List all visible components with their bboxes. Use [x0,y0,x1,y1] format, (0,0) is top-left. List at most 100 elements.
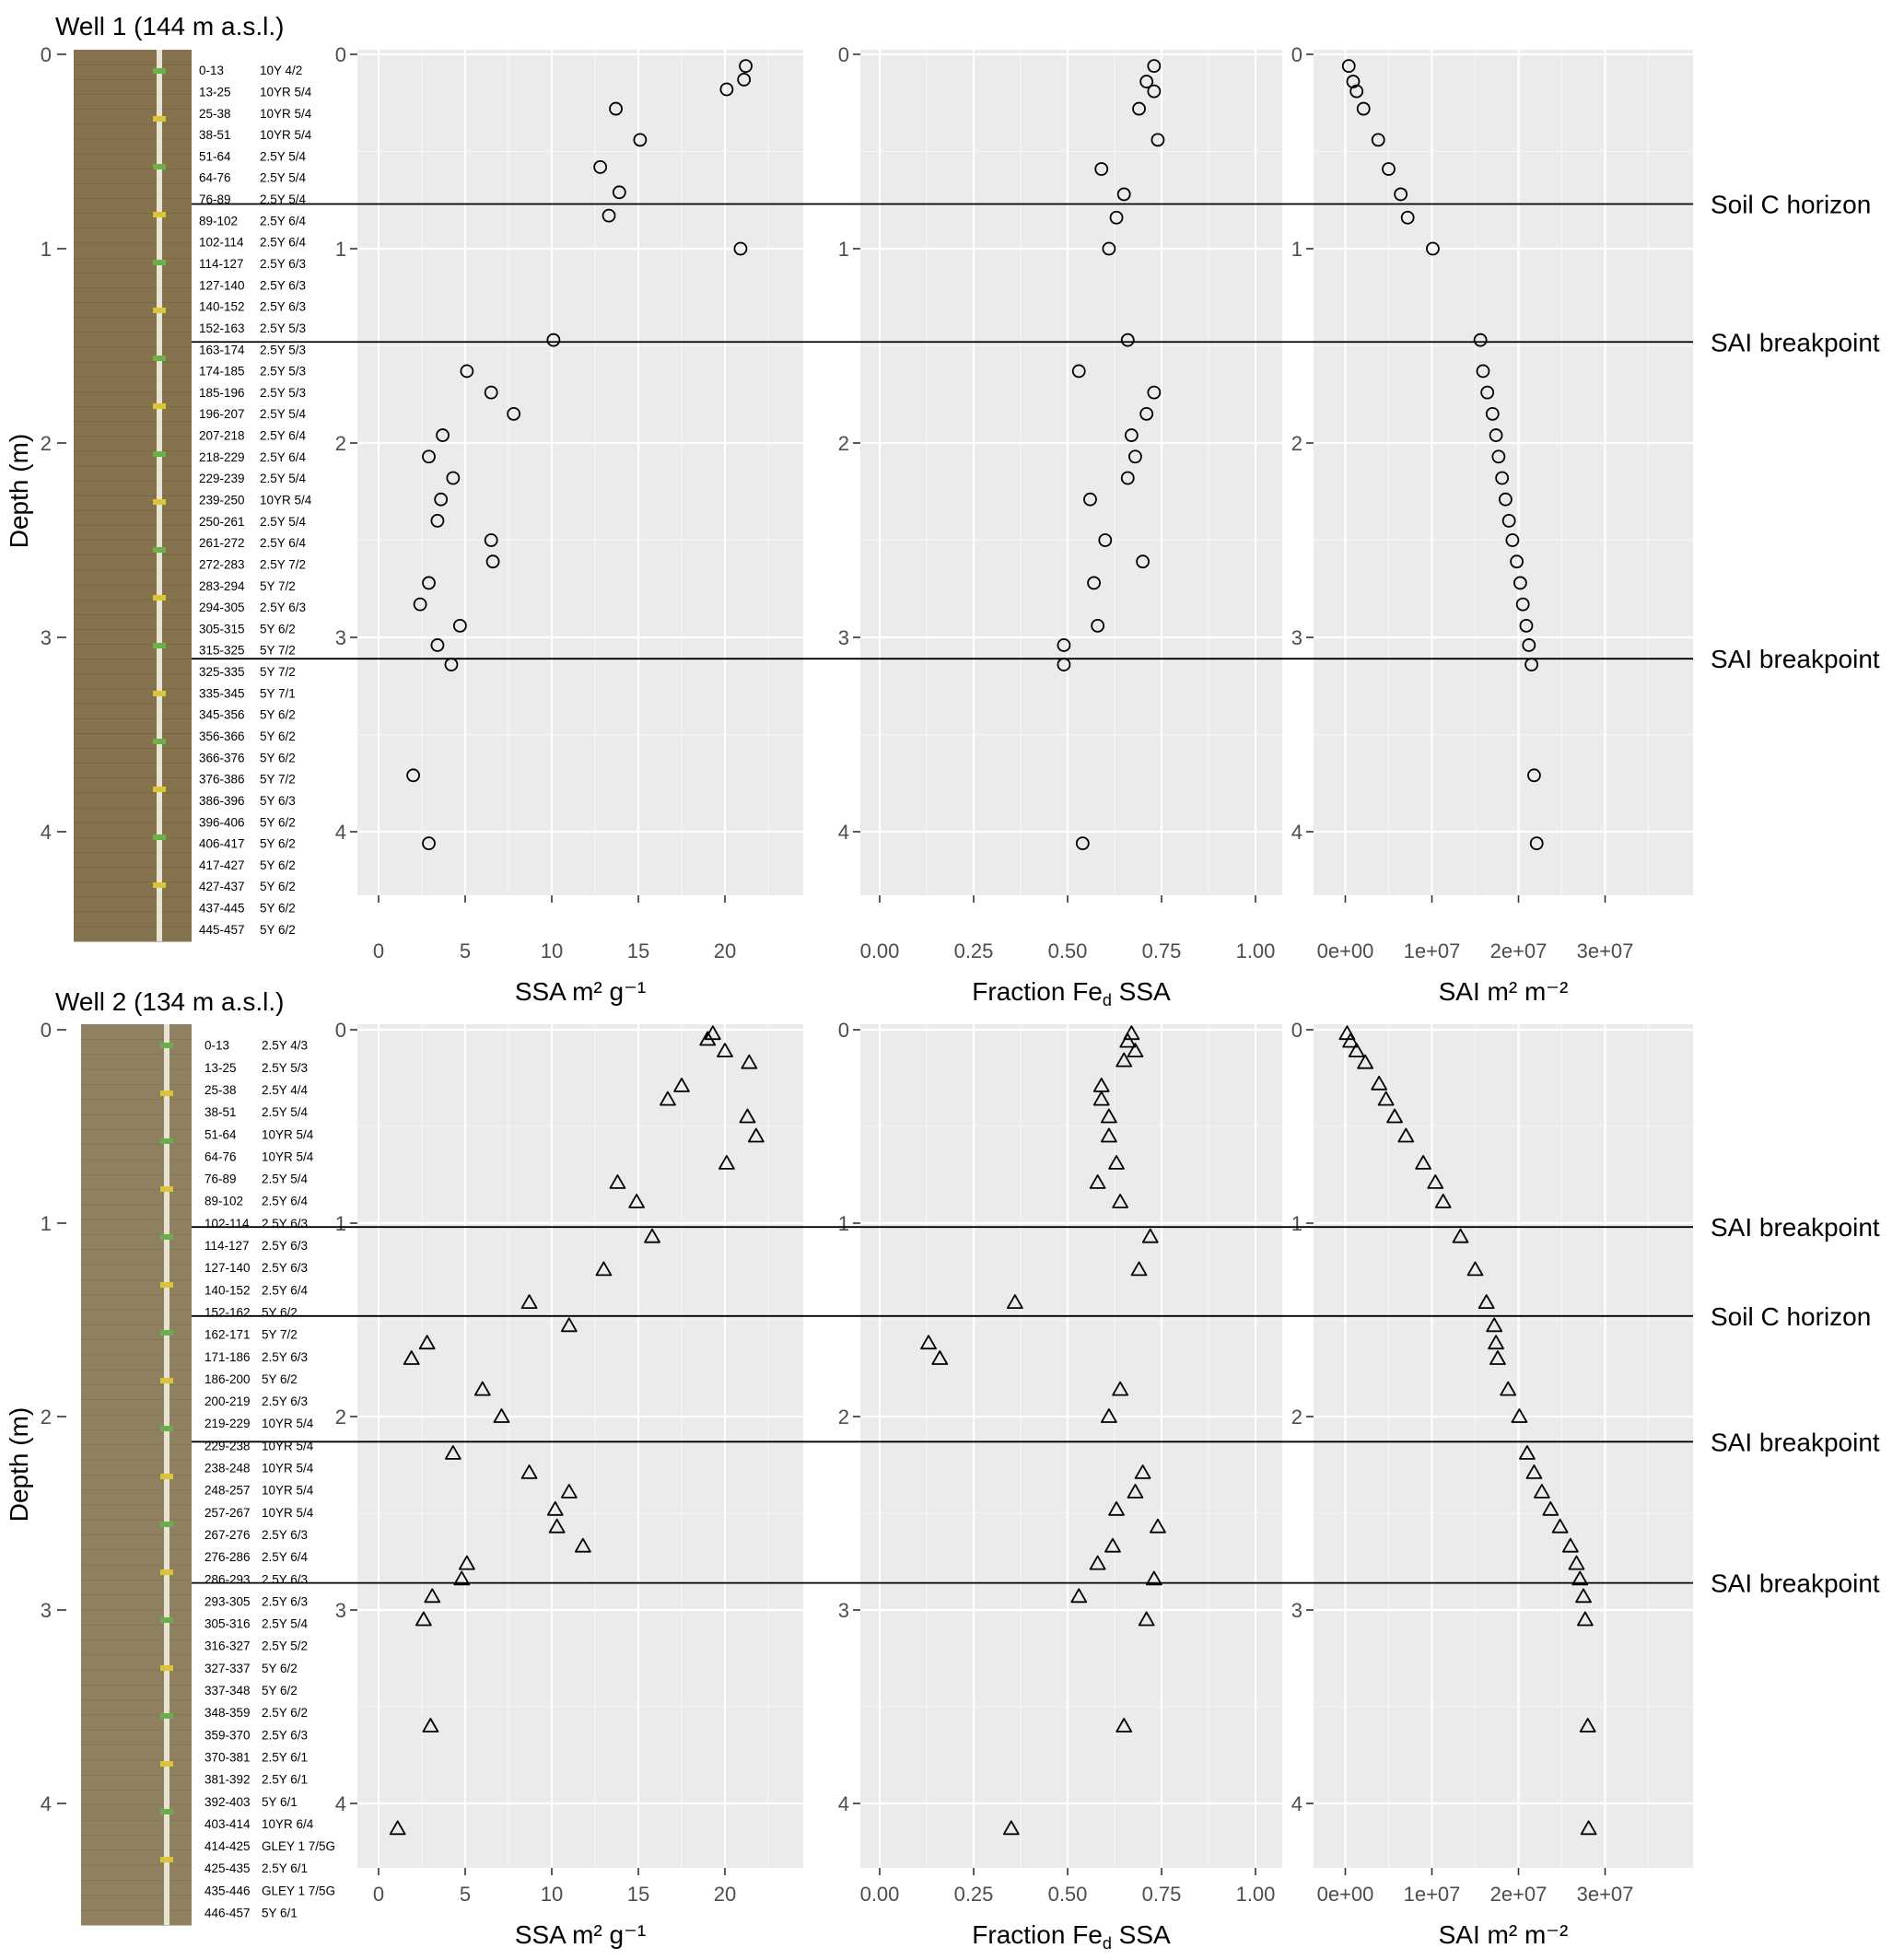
core-strip [74,599,192,615]
data-point [1092,1091,1110,1106]
data-point [1397,1127,1415,1143]
reference-line-label: SAI breakpoint [1711,1213,1880,1242]
x-tick-label: 5 [460,939,471,962]
core-tape-mark [153,164,166,169]
x-tick-label: 1e+07 [1404,1883,1461,1906]
core-strip [74,496,192,511]
data-point [1145,1570,1162,1586]
data-point [1505,533,1520,547]
core-munsell-color: 5Y 6/2 [260,902,296,916]
y-tick-label: 2 [1291,1406,1302,1429]
core-strip [74,50,192,65]
core-interval: 427-437 [199,880,245,893]
core-strip [81,1730,192,1745]
core-interval: 114-127 [199,257,244,271]
reference-line-label: SAI breakpoint [1711,328,1880,356]
x-tick-label: 1e+07 [1404,939,1461,962]
core-munsell-color: 2.5Y 6/4 [260,429,307,443]
core-strip [74,242,192,259]
data-point [1371,133,1385,147]
panel-1: 0 5 10 15 20 0 1 2 3 4 SSA m² g⁻¹ [335,1019,803,1949]
data-point [609,1174,626,1189]
core-munsell-color: 2.5Y 6/3 [262,1594,308,1608]
data-point [1513,576,1527,590]
data-point [1542,1500,1559,1516]
core-strip [74,79,192,95]
x-axis-title: Fraction Fed SSA [972,1920,1171,1953]
core-interval: 174-185 [199,365,245,379]
data-point [931,1350,949,1365]
core-tape-mark [153,882,166,888]
core-strip [74,777,192,794]
reference-line-label: SAI breakpoint [1711,645,1880,673]
core-strip [81,1309,192,1325]
data-point [595,1261,613,1277]
core-strip [81,1549,192,1566]
depth-tick-label: 3 [41,1599,52,1622]
x-tick-label: 15 [627,939,649,962]
panel-3: 0e+00 1e+07 2e+07 3e+07 0 1 2 3 4 SAI m² m⁻² [1291,1019,1693,1949]
data-point [1562,1537,1579,1553]
core-strip [74,94,192,111]
core-munsell-color: 2.5Y 6/3 [262,1572,308,1586]
core-interval: 335-345 [199,686,245,700]
data-point [1357,1054,1374,1069]
core-interval: 25-38 [204,1083,237,1097]
core-interval: 248-257 [204,1484,251,1498]
core-strip [74,361,192,378]
data-point [1348,1043,1365,1057]
core-interval: 425-435 [204,1861,251,1875]
data-point [560,1484,578,1499]
core-strip [81,1459,192,1476]
core-strip [81,1219,192,1235]
core-strip [74,450,192,467]
core-tape-mark [160,1713,173,1719]
data-point [436,428,450,442]
y-tick-label: 4 [1291,1792,1302,1815]
core-tape-mark [160,1234,173,1240]
y-tick-label: 1 [838,238,849,261]
x-tick-label: 5 [460,1883,471,1906]
core-interval: 337-348 [204,1684,251,1698]
y-tick-label: 3 [1291,626,1302,649]
core-interval: 293-305 [204,1594,251,1608]
core-interval: 64-76 [199,171,231,185]
core-strip [81,1759,192,1776]
y-tick-label: 3 [335,1599,346,1622]
core-munsell-color: 5Y 6/2 [262,1372,298,1386]
core-interval: 325-335 [199,665,245,679]
data-point [1147,59,1162,74]
depth-tick-label: 0 [41,43,52,66]
core-strip [74,183,192,199]
core-interval: 359-370 [204,1728,251,1742]
core-munsell-color: 5Y 6/2 [260,837,296,851]
core-strip [74,540,192,556]
core-interval: 305-316 [204,1617,251,1631]
x-tick-label: 0 [373,1883,384,1906]
core-strip [81,1024,192,1040]
core-munsell-color: 5Y 6/2 [260,751,296,764]
data-point [1571,1570,1589,1586]
core-interval: 76-89 [204,1172,237,1186]
core-tape-mark [160,1474,173,1479]
core-strip [74,763,192,779]
core-tape-mark [160,1522,173,1527]
data-point [520,1464,538,1479]
core-munsell-color: 5Y 6/2 [262,1684,298,1698]
core-strip [81,1519,192,1535]
reference-line-label: Soil C horizon [1711,190,1871,218]
core-tape-mark [160,1330,173,1336]
core-strip [81,1489,192,1506]
core-strip [81,1699,192,1716]
data-point [1480,385,1495,400]
data-point [1112,1194,1129,1208]
x-tick-label: 1.00 [1236,939,1276,962]
core-munsell-color: 2.5Y 6/3 [262,1350,308,1364]
data-point [1116,1052,1133,1068]
data-point [444,1445,461,1460]
core-munsell-color: 2.5Y 5/4 [262,1172,309,1186]
data-point [1109,210,1124,225]
data-point [413,597,427,612]
data-point [602,208,616,223]
